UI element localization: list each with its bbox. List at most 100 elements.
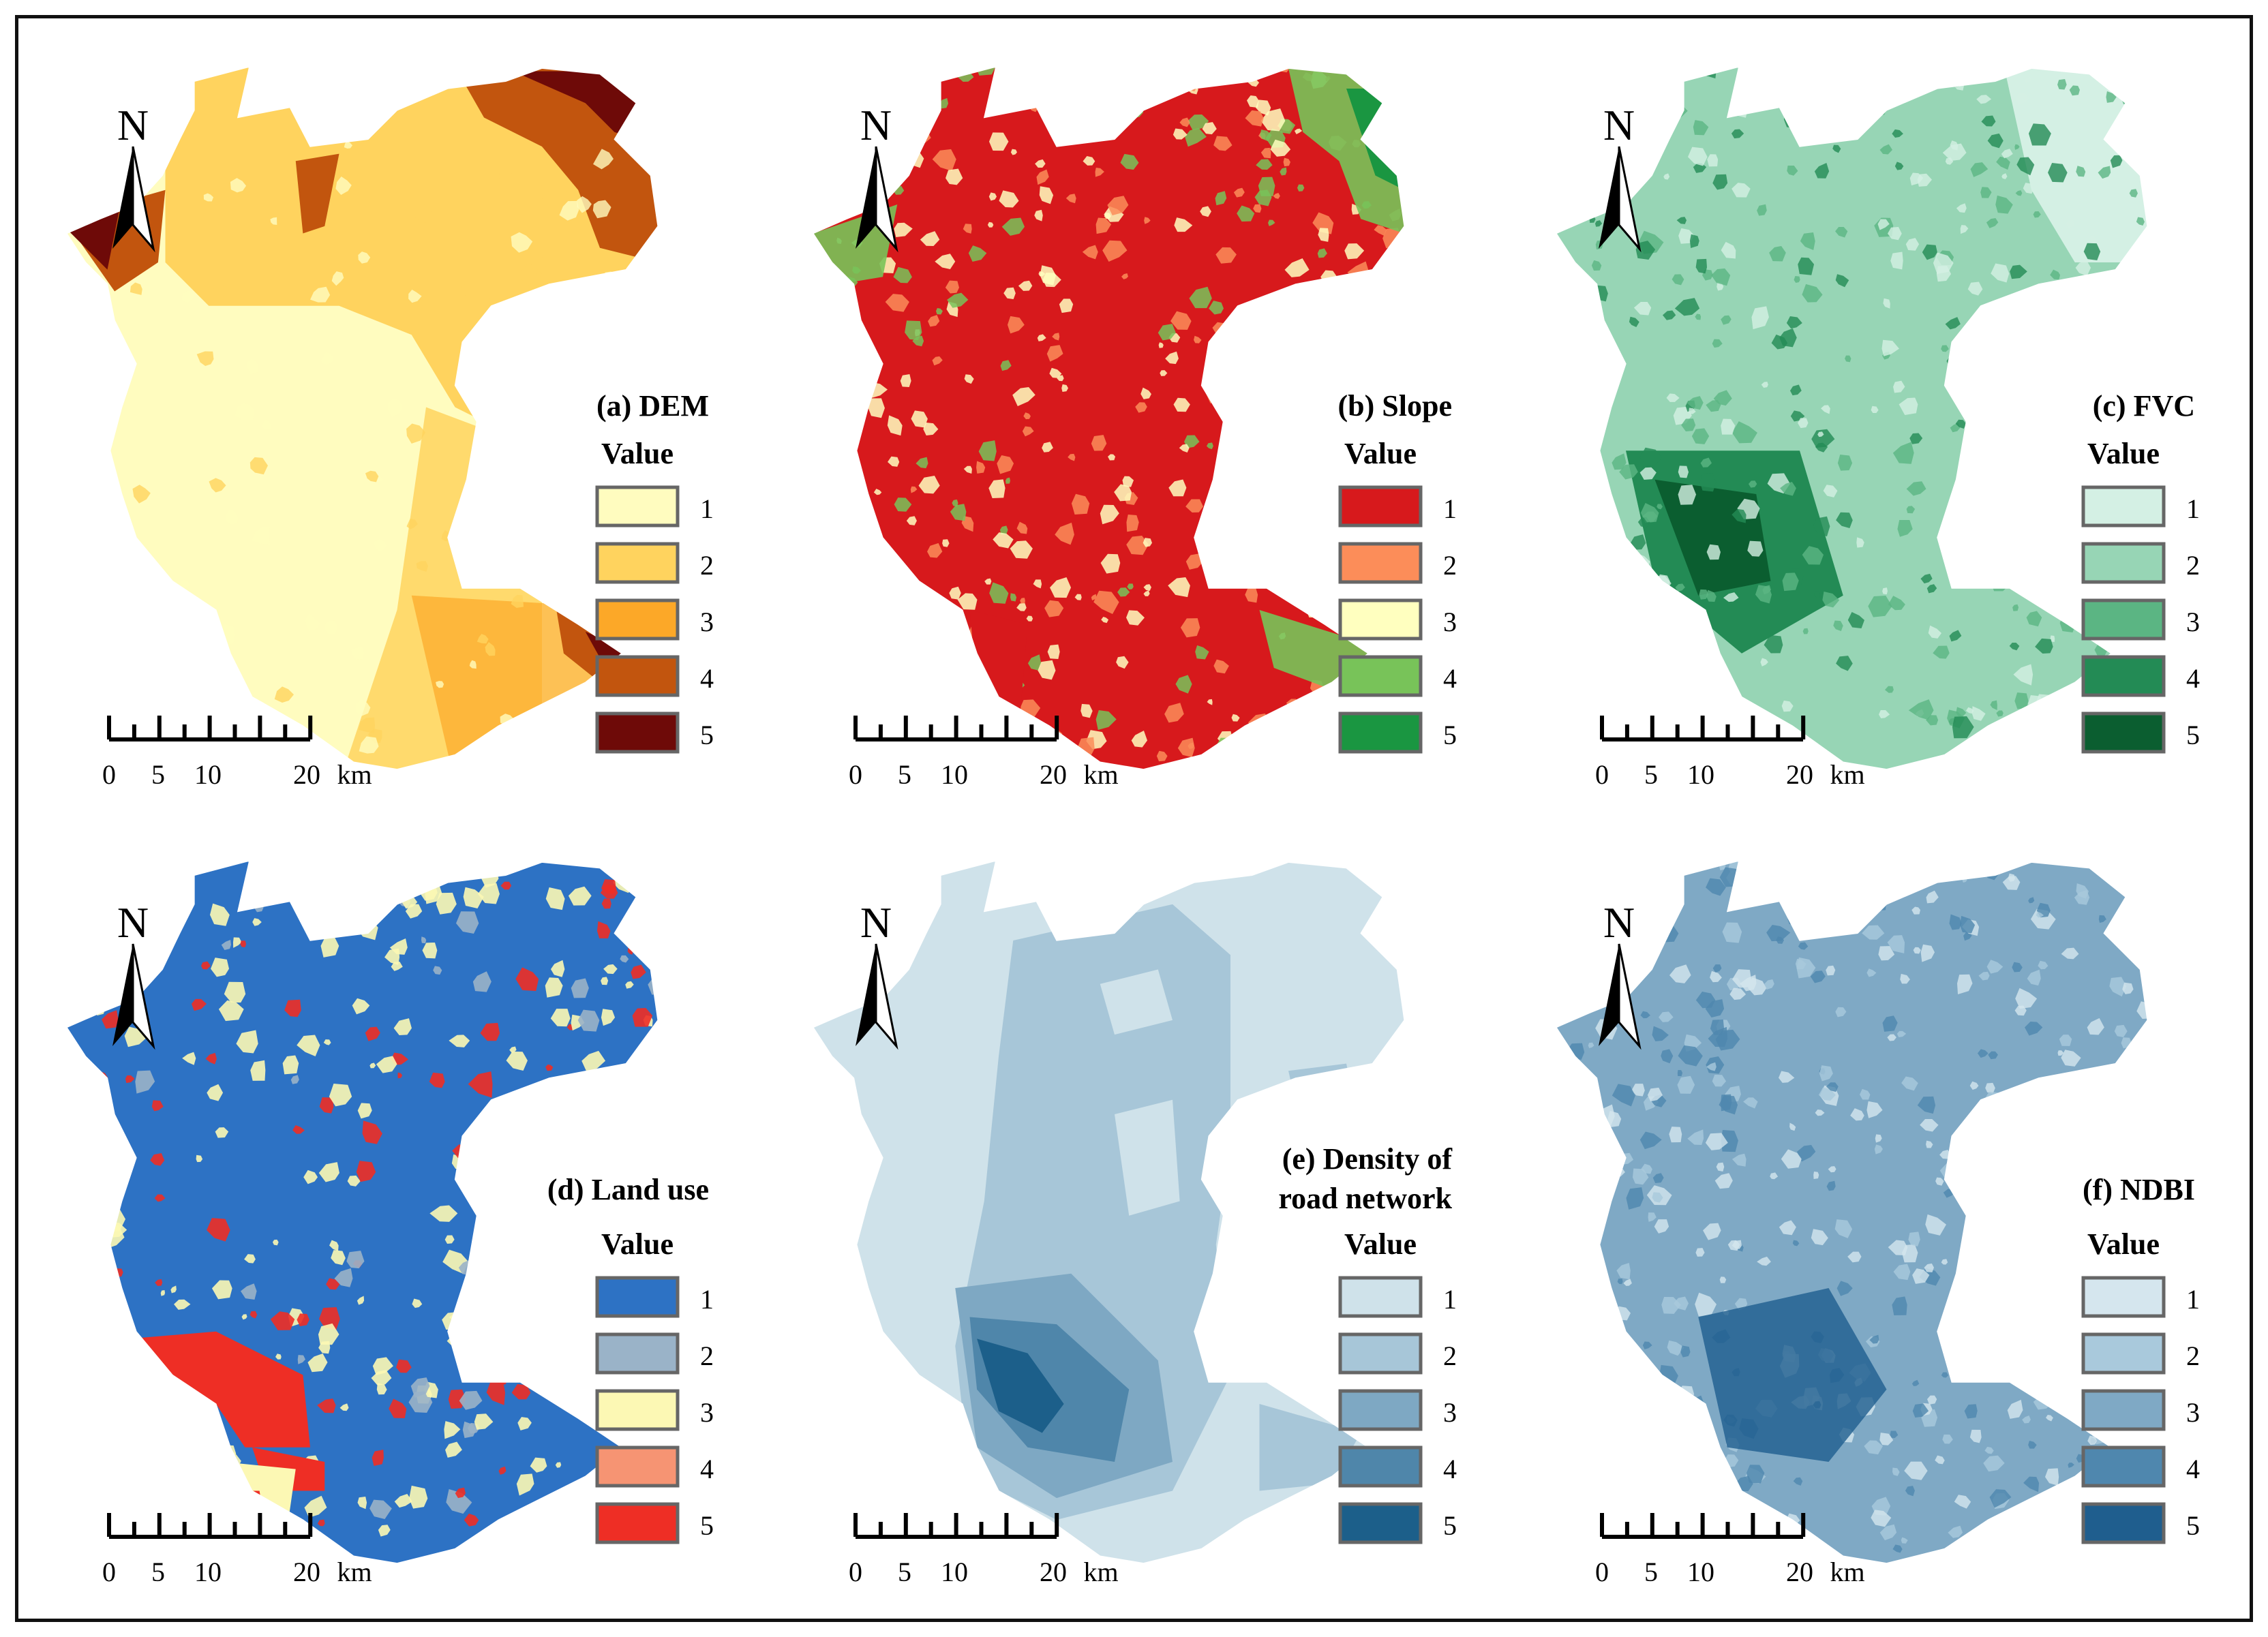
legend-swatch-c-1 [2081,485,2166,527]
scale-label: 0 [102,1557,116,1587]
legend-swatch-c-4 [2081,655,2166,697]
legend-label-c-2: 2 [2186,550,2200,581]
legend-swatch-d-4 [595,1445,680,1488]
legend-swatch-d-2 [595,1332,680,1375]
scale-label: 5 [898,1557,911,1587]
legend-swatch-d-5 [595,1502,680,1544]
scale-label: 20 [1786,759,1813,790]
legend-swatch-c-2 [2081,542,2166,584]
panel-title-a: (a) DEM [596,389,709,423]
panel-title-d: (d) Land use [547,1173,709,1206]
scale-label: 10 [941,759,968,790]
legend-heading-f: Value [2087,1227,2160,1261]
legend-label-d-4: 4 [700,1454,714,1484]
map-area-a [66,66,659,770]
legend-label-d-1: 1 [700,1284,714,1315]
legend-label-c-3: 3 [2186,607,2200,637]
scale-bar-d: 0 5 10 20 km [102,1513,372,1587]
scale-label: 0 [102,759,116,790]
scale-label: 5 [151,1557,165,1587]
map-panel-c: N (c) FVC Value 1 2 3 4 5 0 5 10 20 km [1556,66,2200,790]
legend-swatch-e-1 [1338,1276,1423,1318]
scale-label: 5 [151,759,165,790]
legend-heading-b: Value [1344,437,1417,470]
map-area-d [66,860,659,1564]
scale-label: km [1830,759,1864,790]
legend-swatch-a-4 [595,655,680,697]
legend-swatch-e-4 [1338,1445,1423,1488]
scale-label: 0 [1595,1557,1609,1587]
scale-label: km [1083,1557,1118,1587]
legend-label-a-5: 5 [700,720,714,750]
north-label: N [117,898,149,947]
map-area-f [1556,860,2148,1564]
north-arrow-icon-c: N [1599,101,1642,253]
legend-swatch-c-3 [2081,598,2166,641]
scale-bar-c: 0 5 10 20 km [1595,716,1865,790]
legend-swatch-b-5 [1338,712,1423,754]
scale-label: 5 [1644,1557,1658,1587]
legend-heading-a: Value [601,437,674,470]
legend-label-a-3: 3 [700,607,714,637]
legend-heading-e: Value [1344,1227,1417,1261]
scale-label: km [337,759,372,790]
legend-label-b-3: 3 [1443,607,1457,637]
north-arrow-icon-d: N [112,898,155,1050]
scale-bar-a: 0 5 10 20 km [102,716,372,790]
panel-title-f: (f) NDBI [2083,1173,2195,1206]
legend-label-a-1: 1 [700,493,714,524]
legend-label-b-5: 5 [1443,720,1457,750]
legend-swatch-c-5 [2081,712,2166,754]
legend-label-b-1: 1 [1443,493,1457,524]
scale-bar-b: 0 5 10 20 km [849,716,1119,790]
map-panel-b: N (b) Slope Value 1 2 3 4 5 0 5 10 20 km [813,66,1457,790]
legend-swatch-e-5 [1338,1502,1423,1544]
map-panel-d: N (d) Land use Value 1 2 3 4 5 0 5 10 20 km [66,860,714,1587]
panel-title-b: (b) Slope [1338,389,1452,423]
legend-swatch-f-5 [2081,1502,2166,1544]
legend-label-f-3: 3 [2186,1397,2200,1428]
legend-swatch-f-3 [2081,1389,2166,1431]
scale-label: 10 [194,1557,222,1587]
north-label: N [860,101,892,149]
legend-swatch-b-2 [1338,542,1423,584]
legend-swatch-b-4 [1338,655,1423,697]
legend-label-d-5: 5 [700,1510,714,1541]
panel-title-e: road network [1278,1182,1452,1215]
scale-label: 10 [194,759,222,790]
legend-label-e-1: 1 [1443,1284,1457,1315]
legend-swatch-d-3 [595,1389,680,1431]
panel-title-e: (e) Density of [1282,1142,1453,1176]
scale-label: 20 [1040,1557,1067,1587]
legend-swatch-f-2 [2081,1332,2166,1375]
north-label: N [860,898,892,947]
legend-label-f-4: 4 [2186,1454,2200,1484]
legend-swatch-e-3 [1338,1389,1423,1431]
panel-title-c: (c) FVC [2093,389,2195,423]
legend-label-e-3: 3 [1443,1397,1457,1428]
map-panel-f: N (f) NDBI Value 1 2 3 4 5 0 5 10 20 km [1556,860,2200,1587]
scale-label: km [337,1557,372,1587]
north-label: N [1603,898,1635,947]
scale-bar-e: 0 5 10 20 km [849,1513,1119,1587]
legend-label-d-2: 2 [700,1341,714,1371]
scale-label: 10 [941,1557,968,1587]
north-label: N [1603,101,1635,149]
legend-label-b-2: 2 [1443,550,1457,581]
north-arrow-icon-b: N [856,101,898,253]
north-arrow-icon-a: N [112,101,155,253]
north-arrow-icon-e: N [856,898,898,1050]
legend-swatch-b-3 [1338,598,1423,641]
legend-label-a-2: 2 [700,550,714,581]
legend-label-c-1: 1 [2186,493,2200,524]
scale-label: 20 [1786,1557,1813,1587]
scale-label: km [1083,759,1118,790]
scale-label: 0 [1595,759,1609,790]
legend-label-f-1: 1 [2186,1284,2200,1315]
legend-heading-d: Value [601,1227,674,1261]
legend-label-c-5: 5 [2186,720,2200,750]
legend-label-f-5: 5 [2186,1510,2200,1541]
map-area-c [1556,66,2148,770]
legend-label-c-4: 4 [2186,663,2200,694]
